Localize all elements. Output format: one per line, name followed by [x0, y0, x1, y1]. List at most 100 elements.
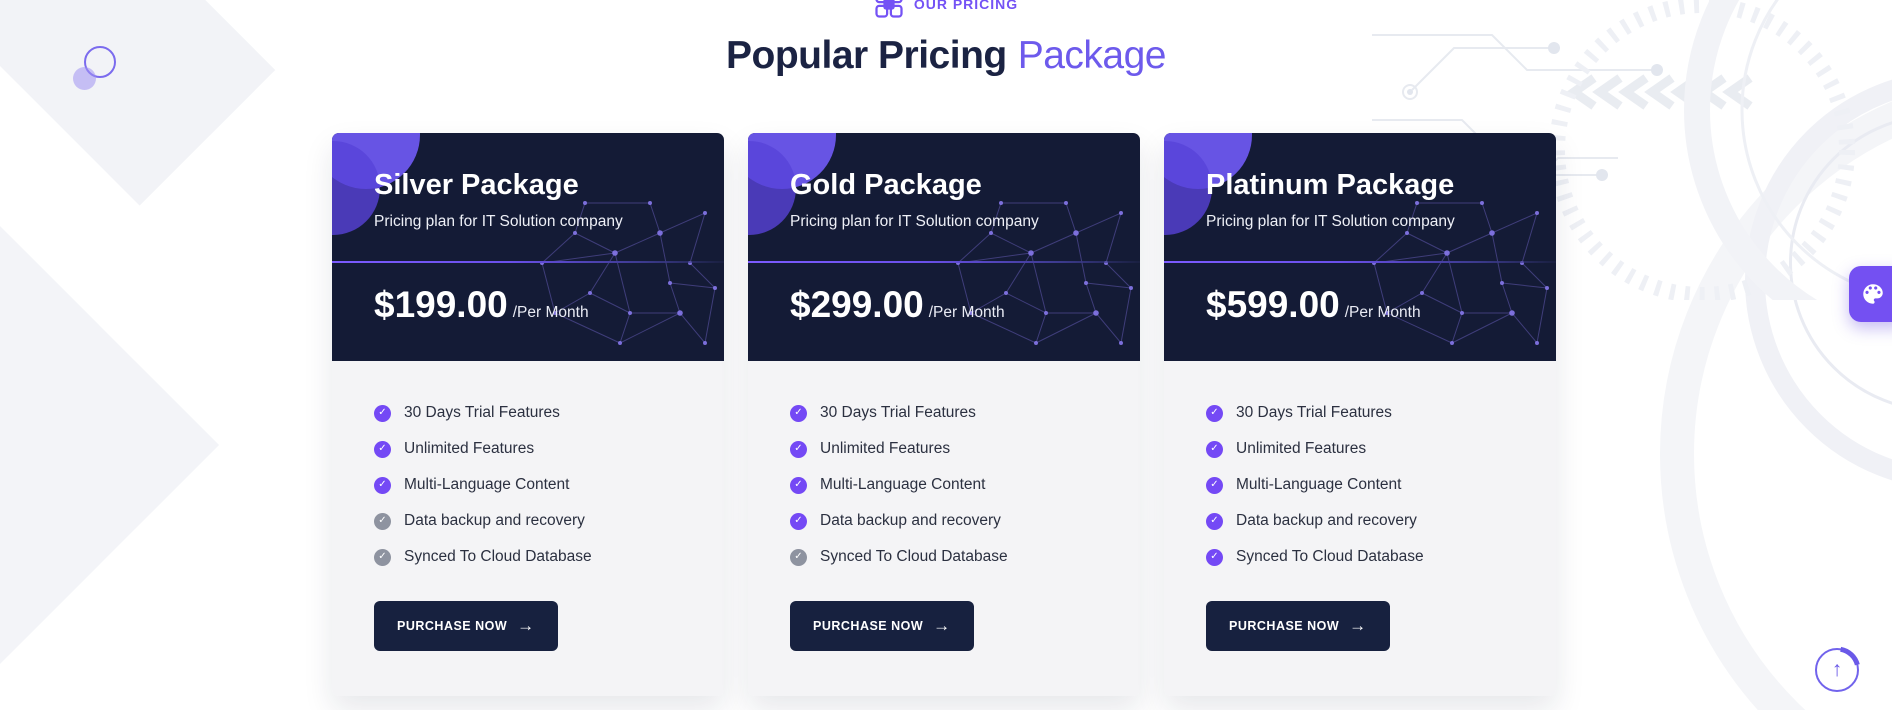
- check-icon: ✓: [1206, 548, 1223, 566]
- feature-label: 30 Days Trial Features: [1236, 404, 1392, 421]
- feature-list: ✓ 30 Days Trial Features ✓ Unlimited Fea…: [790, 395, 1098, 575]
- arrow-right-icon: →: [517, 616, 535, 635]
- check-icon: ✓: [374, 404, 391, 422]
- feature-item: ✓ Multi-Language Content: [374, 467, 682, 503]
- feature-list: ✓ 30 Days Trial Features ✓ Unlimited Fea…: [1206, 395, 1514, 575]
- card-title: Platinum Package: [1206, 169, 1455, 201]
- purchase-now-button[interactable]: PURCHASE NOW →: [1206, 601, 1390, 651]
- feature-label: Synced To Cloud Database: [1236, 548, 1424, 565]
- feature-item: ✓ Synced To Cloud Database: [374, 539, 682, 575]
- grid-icon: [875, 0, 903, 18]
- check-icon: ✓: [1206, 476, 1223, 494]
- feature-item: ✓ Multi-Language Content: [790, 467, 1098, 503]
- check-icon: ✓: [1206, 512, 1223, 530]
- feature-item: ✓ Unlimited Features: [1206, 431, 1514, 467]
- theme-switcher-button[interactable]: [1849, 266, 1892, 322]
- progress-ring: [1813, 646, 1861, 694]
- feature-label: Unlimited Features: [1236, 440, 1367, 457]
- pricing-cards: Silver Package Pricing plan for IT Solut…: [332, 133, 1556, 696]
- price-amount: $199.00: [374, 284, 508, 325]
- feature-item: ✓ Synced To Cloud Database: [790, 539, 1098, 575]
- feature-item: ✓ Multi-Language Content: [1206, 467, 1514, 503]
- card-body: ✓ 30 Days Trial Features ✓ Unlimited Fea…: [332, 361, 724, 696]
- check-icon: ✓: [790, 476, 807, 494]
- feature-label: 30 Days Trial Features: [404, 404, 560, 421]
- check-icon: ✓: [790, 512, 807, 530]
- bg-diagonal-shape: [0, 0, 175, 545]
- check-icon: ✓: [374, 440, 391, 458]
- section-badge: OUR PRICING: [0, 0, 1892, 23]
- feature-label: Unlimited Features: [820, 440, 951, 457]
- check-icon: ✓: [374, 476, 391, 494]
- check-icon: ✓: [790, 404, 807, 422]
- feature-list: ✓ 30 Days Trial Features ✓ Unlimited Fea…: [374, 395, 682, 575]
- page-title-accent: Package: [1017, 34, 1167, 77]
- purchase-now-button[interactable]: PURCHASE NOW →: [374, 601, 558, 651]
- feature-label: Data backup and recovery: [404, 512, 585, 529]
- constellation-decoration: [956, 201, 1133, 345]
- price: $299.00 /Per Month: [790, 283, 1005, 327]
- feature-label: Data backup and recovery: [820, 512, 1001, 529]
- feature-item: ✓ 30 Days Trial Features: [374, 395, 682, 431]
- price-period: /Per Month: [1344, 304, 1421, 321]
- card-title: Silver Package: [374, 169, 579, 201]
- divider: [332, 261, 724, 263]
- divider: [748, 261, 1140, 263]
- arc-decoration: [1660, 70, 1892, 710]
- bg-diagonal-shape: [0, 140, 220, 710]
- divider: [1164, 261, 1556, 263]
- feature-label: 30 Days Trial Features: [820, 404, 976, 421]
- pricing-card-platinum: Platinum Package Pricing plan for IT Sol…: [1164, 133, 1556, 696]
- card-subtitle: Pricing plan for IT Solution company: [1206, 213, 1455, 230]
- palette-icon: [1863, 284, 1883, 304]
- check-icon: ✓: [790, 548, 807, 566]
- feature-item: ✓ Unlimited Features: [790, 431, 1098, 467]
- card-subtitle: Pricing plan for IT Solution company: [374, 213, 623, 230]
- check-icon: ✓: [1206, 404, 1223, 422]
- feature-label: Unlimited Features: [404, 440, 535, 457]
- constellation-decoration: [540, 201, 717, 345]
- feature-item: ✓ Unlimited Features: [374, 431, 682, 467]
- check-icon: ✓: [1206, 440, 1223, 458]
- page-title: Popular Pricing Package: [0, 34, 1892, 78]
- price-period: /Per Month: [512, 304, 589, 321]
- cta-label: PURCHASE NOW: [1229, 619, 1340, 633]
- feature-item: ✓ Data backup and recovery: [1206, 503, 1514, 539]
- feature-item: ✓ 30 Days Trial Features: [790, 395, 1098, 431]
- price: $599.00 /Per Month: [1206, 283, 1421, 327]
- price-period: /Per Month: [928, 304, 1005, 321]
- arc-decoration: [1789, 114, 1892, 412]
- price-amount: $299.00: [790, 284, 924, 325]
- price: $199.00 /Per Month: [374, 283, 589, 327]
- feature-label: Synced To Cloud Database: [820, 548, 1008, 565]
- check-icon: ✓: [374, 512, 391, 530]
- cta-label: PURCHASE NOW: [813, 619, 924, 633]
- check-icon: ✓: [790, 440, 807, 458]
- card-header: Platinum Package Pricing plan for IT Sol…: [1164, 133, 1556, 361]
- feature-item: ✓ 30 Days Trial Features: [1206, 395, 1514, 431]
- card-title: Gold Package: [790, 169, 982, 201]
- arrow-right-icon: →: [933, 616, 951, 635]
- pricing-card-gold: Gold Package Pricing plan for IT Solutio…: [748, 133, 1140, 696]
- cta-label: PURCHASE NOW: [397, 619, 508, 633]
- arrow-right-icon: →: [1349, 616, 1367, 635]
- feature-label: Multi-Language Content: [1236, 476, 1402, 493]
- badge-label: OUR PRICING: [913, 0, 1019, 12]
- card-body: ✓ 30 Days Trial Features ✓ Unlimited Fea…: [1164, 361, 1556, 696]
- card-subtitle: Pricing plan for IT Solution company: [790, 213, 1039, 230]
- feature-label: Data backup and recovery: [1236, 512, 1417, 529]
- feature-label: Multi-Language Content: [404, 476, 570, 493]
- feature-item: ✓ Data backup and recovery: [374, 503, 682, 539]
- check-icon: ✓: [374, 548, 391, 566]
- feature-label: Synced To Cloud Database: [404, 548, 592, 565]
- feature-item: ✓ Synced To Cloud Database: [1206, 539, 1514, 575]
- scroll-to-top-button[interactable]: ↑: [1813, 646, 1861, 694]
- page-title-main: Popular Pricing: [726, 34, 1007, 77]
- price-amount: $599.00: [1206, 284, 1340, 325]
- feature-item: ✓ Data backup and recovery: [790, 503, 1098, 539]
- card-header: Silver Package Pricing plan for IT Solut…: [332, 133, 724, 361]
- arrow-up-icon: ↑: [1831, 658, 1843, 681]
- purchase-now-button[interactable]: PURCHASE NOW →: [790, 601, 974, 651]
- card-header: Gold Package Pricing plan for IT Solutio…: [748, 133, 1140, 361]
